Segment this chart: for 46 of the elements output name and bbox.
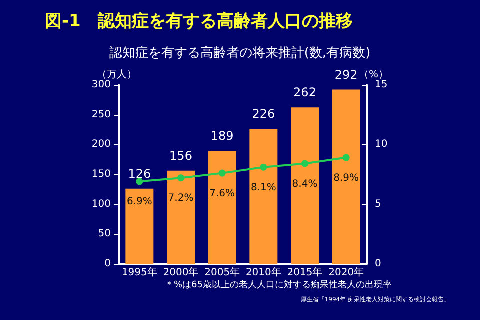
point bbox=[136, 178, 144, 186]
chart-title: 図-1 認知症を有する高齢者人口の推移 bbox=[45, 12, 353, 32]
data-label: 8.4% bbox=[292, 178, 318, 190]
bar bbox=[291, 108, 319, 264]
y2-tick-label: 10 bbox=[375, 139, 388, 150]
bar bbox=[250, 129, 278, 264]
bar bbox=[167, 170, 195, 264]
y-tick-label: 150 bbox=[92, 169, 111, 180]
text: ＊%は65歳以上の老人人口に対する痴呆性老人の出現率 bbox=[165, 280, 392, 290]
data-label: 292 bbox=[334, 68, 358, 82]
y-tick-label: 0 bbox=[104, 258, 111, 270]
x-tick-label: 2020年 bbox=[328, 266, 364, 278]
point bbox=[260, 164, 268, 171]
y-tick-label: 50 bbox=[98, 228, 111, 240]
y2-axis-title: （%） bbox=[359, 70, 389, 81]
data-label: 8.1% bbox=[250, 182, 276, 194]
point bbox=[302, 160, 308, 168]
data-label: 226 bbox=[252, 107, 276, 122]
y-tick-label: 200 bbox=[92, 139, 111, 150]
chart-subtitle: 認知症を有する高齢者の将来推計(数,有病数) bbox=[109, 45, 371, 61]
bar bbox=[332, 90, 360, 264]
x-tick-label: 1995年 bbox=[122, 266, 158, 278]
x-tick-label: 2000年 bbox=[163, 266, 199, 278]
data-label: 7.2% bbox=[168, 193, 194, 204]
y-tick-label: 250 bbox=[92, 109, 111, 120]
point bbox=[218, 170, 226, 177]
data-label: 156 bbox=[170, 148, 192, 163]
y-tick-label: 300 bbox=[92, 80, 111, 90]
bar bbox=[126, 188, 154, 264]
data-label: 262 bbox=[294, 86, 316, 100]
y2-tick-label: 0 bbox=[375, 258, 382, 270]
y2-tick-label: 5 bbox=[375, 198, 382, 210]
x-tick-label: 2015年 bbox=[287, 266, 323, 278]
point bbox=[342, 154, 350, 162]
data-label: 6.9% bbox=[126, 196, 152, 208]
y-tick-label: 100 bbox=[92, 198, 111, 210]
y2-tick-label: 15 bbox=[375, 80, 388, 90]
bar bbox=[208, 151, 236, 264]
data-label: 8.9% bbox=[334, 172, 360, 184]
x-tick-label: 2005年 bbox=[204, 266, 240, 278]
point bbox=[178, 174, 184, 182]
data-label: 7.6% bbox=[210, 188, 236, 200]
data-label: 126 bbox=[128, 166, 152, 181]
data-label: 189 bbox=[210, 129, 234, 144]
y-axis-title: （万人） bbox=[97, 70, 137, 81]
x-tick-label: 2010年 bbox=[246, 266, 282, 278]
